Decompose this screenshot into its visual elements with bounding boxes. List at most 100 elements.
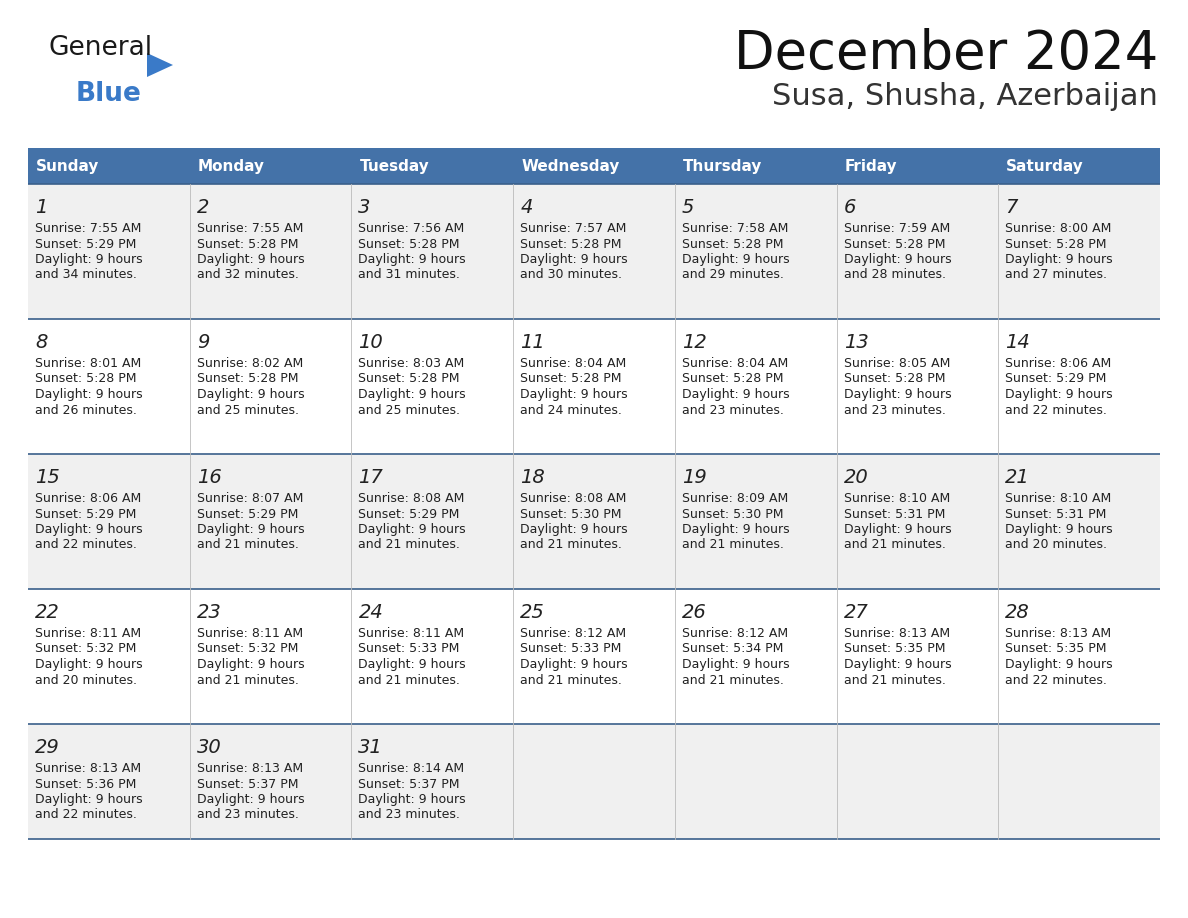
Bar bbox=[998, 454, 1159, 589]
Text: Daylight: 9 hours: Daylight: 9 hours bbox=[197, 523, 304, 536]
Bar bbox=[190, 319, 352, 454]
Text: Sunrise: 8:11 AM: Sunrise: 8:11 AM bbox=[34, 627, 141, 640]
Text: Sunrise: 8:06 AM: Sunrise: 8:06 AM bbox=[34, 492, 141, 505]
Text: Sunrise: 7:56 AM: Sunrise: 7:56 AM bbox=[359, 222, 465, 235]
Bar bbox=[513, 589, 675, 724]
Text: and 22 minutes.: and 22 minutes. bbox=[1005, 404, 1107, 417]
Text: and 23 minutes.: and 23 minutes. bbox=[359, 809, 460, 822]
Text: and 25 minutes.: and 25 minutes. bbox=[197, 404, 298, 417]
Bar bbox=[513, 319, 675, 454]
Text: Sunrise: 8:06 AM: Sunrise: 8:06 AM bbox=[1005, 357, 1112, 370]
Text: Sunset: 5:28 PM: Sunset: 5:28 PM bbox=[682, 373, 783, 386]
Text: Daylight: 9 hours: Daylight: 9 hours bbox=[1005, 388, 1113, 401]
Text: Sunset: 5:37 PM: Sunset: 5:37 PM bbox=[197, 778, 298, 790]
Text: Sunrise: 7:55 AM: Sunrise: 7:55 AM bbox=[197, 222, 303, 235]
Bar bbox=[998, 589, 1159, 724]
Text: Sunset: 5:28 PM: Sunset: 5:28 PM bbox=[359, 238, 460, 251]
Bar bbox=[352, 589, 513, 724]
Text: 4: 4 bbox=[520, 198, 532, 217]
Text: Sunrise: 7:55 AM: Sunrise: 7:55 AM bbox=[34, 222, 141, 235]
Text: Sunset: 5:31 PM: Sunset: 5:31 PM bbox=[1005, 508, 1107, 521]
Text: Daylight: 9 hours: Daylight: 9 hours bbox=[520, 253, 627, 266]
Text: Sunrise: 8:10 AM: Sunrise: 8:10 AM bbox=[1005, 492, 1112, 505]
Text: 23: 23 bbox=[197, 603, 221, 622]
Text: Sunset: 5:31 PM: Sunset: 5:31 PM bbox=[843, 508, 944, 521]
Text: Wednesday: Wednesday bbox=[522, 159, 619, 174]
Text: and 24 minutes.: and 24 minutes. bbox=[520, 404, 623, 417]
Text: and 22 minutes.: and 22 minutes. bbox=[1005, 674, 1107, 687]
Bar bbox=[190, 148, 352, 184]
Text: Sunset: 5:33 PM: Sunset: 5:33 PM bbox=[359, 643, 460, 655]
Text: 12: 12 bbox=[682, 333, 707, 352]
Text: Sunrise: 7:58 AM: Sunrise: 7:58 AM bbox=[682, 222, 788, 235]
Bar bbox=[836, 319, 998, 454]
Text: and 20 minutes.: and 20 minutes. bbox=[34, 674, 137, 687]
Bar bbox=[352, 184, 513, 319]
Text: Daylight: 9 hours: Daylight: 9 hours bbox=[359, 523, 466, 536]
Text: Sunset: 5:36 PM: Sunset: 5:36 PM bbox=[34, 778, 137, 790]
Text: Sunrise: 8:09 AM: Sunrise: 8:09 AM bbox=[682, 492, 788, 505]
Text: and 22 minutes.: and 22 minutes. bbox=[34, 539, 137, 552]
Text: 29: 29 bbox=[34, 738, 59, 757]
Text: 27: 27 bbox=[843, 603, 868, 622]
Text: and 23 minutes.: and 23 minutes. bbox=[682, 404, 784, 417]
Text: Sunset: 5:29 PM: Sunset: 5:29 PM bbox=[1005, 373, 1107, 386]
Text: Daylight: 9 hours: Daylight: 9 hours bbox=[843, 523, 952, 536]
Text: 6: 6 bbox=[843, 198, 855, 217]
Text: and 28 minutes.: and 28 minutes. bbox=[843, 268, 946, 282]
Text: Sunrise: 8:04 AM: Sunrise: 8:04 AM bbox=[520, 357, 626, 370]
Text: Daylight: 9 hours: Daylight: 9 hours bbox=[197, 793, 304, 806]
Text: Sunset: 5:28 PM: Sunset: 5:28 PM bbox=[682, 238, 783, 251]
Text: Daylight: 9 hours: Daylight: 9 hours bbox=[520, 388, 627, 401]
Text: Daylight: 9 hours: Daylight: 9 hours bbox=[34, 253, 143, 266]
Text: Sunrise: 7:59 AM: Sunrise: 7:59 AM bbox=[843, 222, 950, 235]
Text: and 25 minutes.: and 25 minutes. bbox=[359, 404, 461, 417]
Text: 17: 17 bbox=[359, 468, 384, 487]
Text: Sunrise: 8:08 AM: Sunrise: 8:08 AM bbox=[359, 492, 465, 505]
Text: and 31 minutes.: and 31 minutes. bbox=[359, 268, 460, 282]
Text: Sunset: 5:28 PM: Sunset: 5:28 PM bbox=[359, 373, 460, 386]
Text: Sunrise: 8:13 AM: Sunrise: 8:13 AM bbox=[1005, 627, 1112, 640]
Text: Susa, Shusha, Azerbaijan: Susa, Shusha, Azerbaijan bbox=[772, 82, 1158, 111]
Text: Sunset: 5:28 PM: Sunset: 5:28 PM bbox=[197, 373, 298, 386]
Bar bbox=[836, 724, 998, 839]
Bar bbox=[675, 319, 836, 454]
Bar bbox=[513, 184, 675, 319]
Text: and 21 minutes.: and 21 minutes. bbox=[197, 539, 298, 552]
Text: Sunrise: 8:13 AM: Sunrise: 8:13 AM bbox=[197, 762, 303, 775]
Text: and 21 minutes.: and 21 minutes. bbox=[682, 674, 784, 687]
Text: Daylight: 9 hours: Daylight: 9 hours bbox=[34, 523, 143, 536]
Text: Sunrise: 8:11 AM: Sunrise: 8:11 AM bbox=[359, 627, 465, 640]
Text: Tuesday: Tuesday bbox=[360, 159, 429, 174]
Text: Sunset: 5:35 PM: Sunset: 5:35 PM bbox=[1005, 643, 1107, 655]
Text: Daylight: 9 hours: Daylight: 9 hours bbox=[1005, 253, 1113, 266]
Text: and 23 minutes.: and 23 minutes. bbox=[843, 404, 946, 417]
Text: 15: 15 bbox=[34, 468, 59, 487]
Text: Sunrise: 8:07 AM: Sunrise: 8:07 AM bbox=[197, 492, 303, 505]
Text: Daylight: 9 hours: Daylight: 9 hours bbox=[359, 658, 466, 671]
Text: and 21 minutes.: and 21 minutes. bbox=[520, 674, 623, 687]
Text: Sunrise: 8:08 AM: Sunrise: 8:08 AM bbox=[520, 492, 626, 505]
Text: Sunset: 5:29 PM: Sunset: 5:29 PM bbox=[34, 508, 137, 521]
Text: 24: 24 bbox=[359, 603, 384, 622]
Text: Daylight: 9 hours: Daylight: 9 hours bbox=[359, 388, 466, 401]
Bar bbox=[29, 319, 190, 454]
Text: Daylight: 9 hours: Daylight: 9 hours bbox=[843, 658, 952, 671]
Text: 31: 31 bbox=[359, 738, 384, 757]
Bar bbox=[675, 724, 836, 839]
Bar bbox=[998, 184, 1159, 319]
Text: 9: 9 bbox=[197, 333, 209, 352]
Bar bbox=[352, 454, 513, 589]
Text: Blue: Blue bbox=[76, 81, 141, 107]
Bar bbox=[836, 454, 998, 589]
Text: Sunset: 5:29 PM: Sunset: 5:29 PM bbox=[34, 238, 137, 251]
Text: Sunrise: 8:13 AM: Sunrise: 8:13 AM bbox=[34, 762, 141, 775]
Bar bbox=[675, 184, 836, 319]
Text: Sunset: 5:30 PM: Sunset: 5:30 PM bbox=[520, 508, 621, 521]
Text: 30: 30 bbox=[197, 738, 221, 757]
Text: 22: 22 bbox=[34, 603, 59, 622]
Text: 8: 8 bbox=[34, 333, 48, 352]
Text: Sunrise: 8:10 AM: Sunrise: 8:10 AM bbox=[843, 492, 950, 505]
Text: Sunrise: 8:05 AM: Sunrise: 8:05 AM bbox=[843, 357, 950, 370]
Text: Daylight: 9 hours: Daylight: 9 hours bbox=[1005, 658, 1113, 671]
